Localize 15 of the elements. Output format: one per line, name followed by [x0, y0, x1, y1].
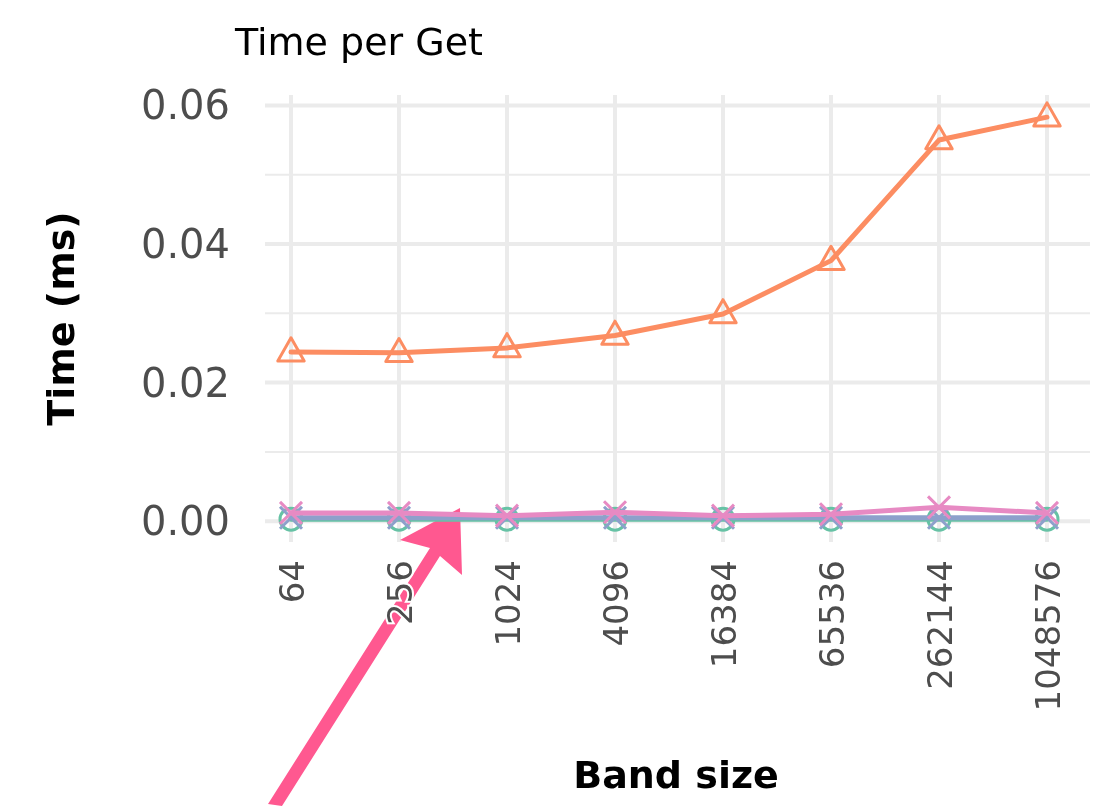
x-tick-label: 256	[380, 560, 420, 625]
y-tick-label: 0.00	[140, 498, 230, 545]
x-tick-label: 1024	[488, 560, 528, 647]
x-tick-label: 65536	[812, 560, 852, 669]
x-tick-label: 16384	[704, 560, 744, 669]
y-axis-title: Time (ms)	[39, 211, 83, 426]
y-tick-label: 0.04	[140, 221, 230, 267]
x-tick-label: 4096	[596, 560, 636, 647]
chart-title: Time per Get	[234, 20, 484, 64]
x-tick-label: 1048576	[1028, 560, 1068, 712]
y-tick-label: 0.06	[140, 82, 230, 129]
x-tick-label: 262144	[920, 560, 960, 690]
y-tick-label: 0.02	[140, 359, 230, 406]
x-axis-title: Band size	[573, 753, 779, 797]
x-tick-label: 64	[272, 560, 312, 604]
